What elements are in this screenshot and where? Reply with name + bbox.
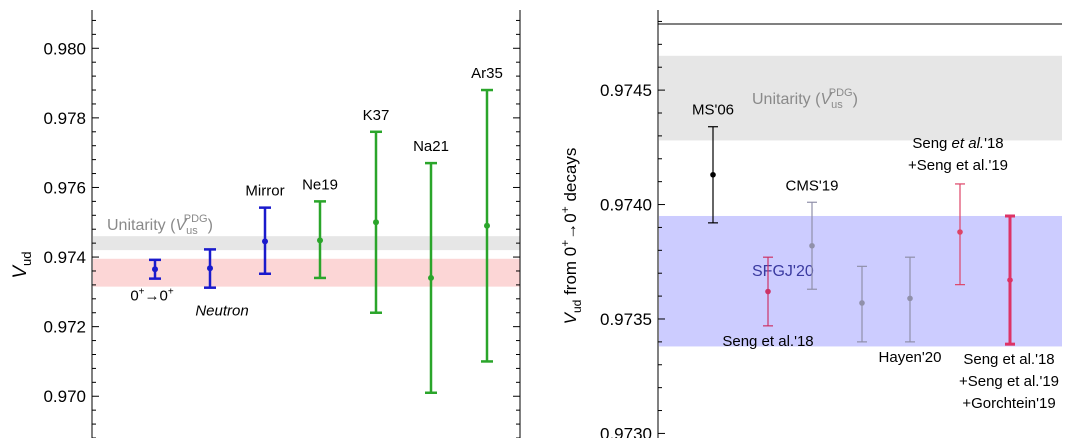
y-tick-label: 0.9745 xyxy=(600,81,652,100)
point-label-sup: + xyxy=(168,287,174,298)
point-label: Hayen'20 xyxy=(879,349,942,366)
band-label-text: Unitarity ( xyxy=(107,217,176,234)
band-unitarity xyxy=(93,236,520,251)
y-axis-label: Vud from 0+→0+ decays xyxy=(558,148,584,325)
y-axis-label-arrow: →0 xyxy=(561,213,580,239)
point-label: Neutron xyxy=(195,303,248,320)
y-tick-label: 0.980 xyxy=(43,39,86,58)
point-label-part: Seng xyxy=(912,135,951,152)
y-tick-label: 0.978 xyxy=(43,109,86,128)
data-point xyxy=(484,222,490,229)
y-tick-label: 0.970 xyxy=(43,387,86,406)
point-label-line: Seng et al.'18 xyxy=(912,135,1003,152)
point-label-part: 0 xyxy=(130,288,138,305)
band-label-v: V xyxy=(820,91,832,108)
band-label-sub: us xyxy=(186,225,198,237)
point-label-line: +Seng et al.'19 xyxy=(908,157,1008,174)
band-label-sfgj: SFGJ'20 xyxy=(752,263,814,280)
y-axis-label-v: V xyxy=(10,264,31,279)
point-label-part: →0 xyxy=(145,288,168,305)
point-label: Ar35 xyxy=(471,65,503,82)
data-point xyxy=(859,300,865,306)
y-axis-label-sub: ud xyxy=(19,251,34,265)
y-tick-label: 0.974 xyxy=(43,248,86,267)
data-point xyxy=(207,265,213,272)
band-label-sup: PDG xyxy=(184,213,208,225)
point-label-line: +Seng et al.'19 xyxy=(959,373,1059,390)
point-label-part: '18 xyxy=(984,135,1004,152)
band-average xyxy=(93,258,520,287)
data-point xyxy=(809,242,815,249)
y-axis-label-v: V xyxy=(561,311,580,324)
point-label: Na21 xyxy=(413,138,449,155)
band-label-unitarity: Unitarity (VusPDG) xyxy=(752,87,858,111)
y-tick-label: 0.972 xyxy=(43,318,86,337)
left-panel: 0.970 0.972 0.974 0.976 0.978 0.980 Vud Unitari… xyxy=(10,10,521,438)
y-tick-label: 0.976 xyxy=(43,178,86,197)
data-point xyxy=(262,238,268,245)
band-label-v: V xyxy=(175,217,187,234)
band-sfgj xyxy=(659,215,1062,347)
y-axis-label-text: from 0 xyxy=(561,247,580,300)
point-label: 0+→0+ xyxy=(130,287,174,305)
data-point xyxy=(428,274,434,281)
data-point xyxy=(317,237,323,244)
data-point xyxy=(152,266,158,273)
y-axis-label-tail: decays xyxy=(561,148,580,207)
point-label-line: Seng et al.'18 xyxy=(963,351,1054,368)
data-point xyxy=(373,219,379,226)
point-label-sup: + xyxy=(139,287,145,298)
band-label-sup: PDG xyxy=(829,87,853,99)
y-axis-label-sup: + xyxy=(558,206,572,213)
data-point xyxy=(710,171,716,178)
point-label: CMS'19 xyxy=(786,177,839,194)
y-tick-label: 0.9735 xyxy=(600,310,652,329)
point-label: K37 xyxy=(363,107,390,124)
data-point xyxy=(957,229,963,235)
band-label-unitarity: Unitarity (VusPDG) xyxy=(107,213,213,237)
data-point xyxy=(1007,277,1013,283)
point-label: Seng et al.'18 xyxy=(722,333,813,350)
point-label-line: +Gorchtein'19 xyxy=(962,395,1055,412)
band-unitarity xyxy=(659,55,1062,141)
band-label-close: ) xyxy=(853,91,858,108)
y-axis-label-sub: ud xyxy=(570,300,584,313)
y-axis-label-sup: + xyxy=(558,240,572,247)
y-tick-label: 0.9740 xyxy=(600,196,652,215)
y-tick-label: 0.9730 xyxy=(600,424,652,438)
y-axis-label: Vud xyxy=(10,251,34,278)
point-label-part: et al. xyxy=(952,135,985,152)
point-label: Mirror xyxy=(245,183,284,200)
band-label-text: Unitarity ( xyxy=(752,91,821,108)
band-label-sub: us xyxy=(831,99,843,111)
band-label-close: ) xyxy=(208,217,213,234)
point-label: MS'06 xyxy=(692,102,734,119)
point-label: Ne19 xyxy=(302,176,338,193)
data-point xyxy=(765,288,771,295)
data-point xyxy=(907,295,913,302)
